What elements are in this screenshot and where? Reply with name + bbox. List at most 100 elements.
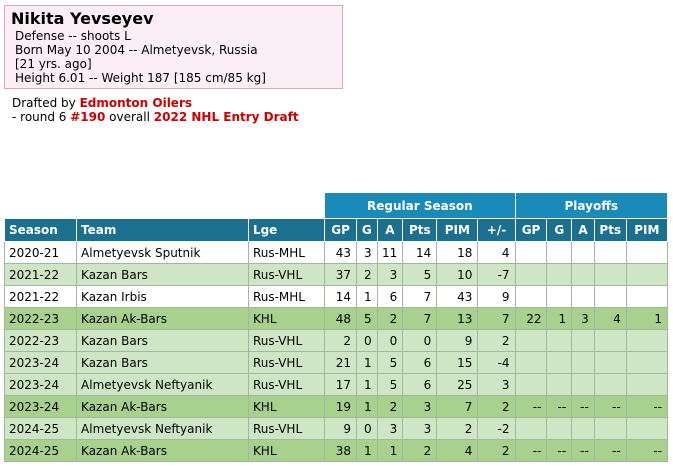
cell-league[interactable]: KHL bbox=[247, 307, 326, 330]
cell-g: 1 bbox=[356, 285, 378, 308]
col-playoff-pts: Pts bbox=[593, 218, 627, 242]
group-header-row: Regular Season Playoffs bbox=[4, 192, 669, 219]
cell-playoff-a: -- bbox=[571, 439, 595, 462]
col-season: Season bbox=[3, 218, 78, 242]
cell-team[interactable]: Almetyevsk Neftyanik bbox=[76, 373, 249, 396]
cell-team[interactable]: Kazan Ak-Bars bbox=[76, 439, 249, 462]
cell-g: 3 bbox=[356, 241, 378, 264]
cell-a: 11 bbox=[376, 241, 404, 264]
cell-team[interactable]: Kazan Irbis bbox=[76, 285, 249, 308]
cell-team[interactable]: Kazan Bars bbox=[76, 351, 249, 374]
cell-team[interactable]: Almetyevsk Neftyanik bbox=[76, 417, 249, 440]
cell-plus-minus: 2 bbox=[477, 329, 516, 352]
cell-league[interactable]: Rus-VHL bbox=[247, 263, 326, 286]
draft-team-line: Drafted by Edmonton Oilers bbox=[12, 96, 299, 110]
cell-playoff-pim bbox=[625, 241, 669, 264]
cell-team[interactable]: Almetyevsk Sputnik bbox=[76, 241, 249, 264]
cell-season: 2024-25 bbox=[3, 439, 78, 462]
cell-league[interactable]: Rus-VHL bbox=[247, 417, 326, 440]
cell-league[interactable]: Rus-MHL bbox=[247, 285, 326, 308]
table-row: 2023-24 Almetyevsk Neftyanik Rus-VHL 17 1 5 6 2… bbox=[3, 373, 669, 396]
cell-g: 0 bbox=[356, 329, 378, 352]
cell-playoff-gp bbox=[514, 373, 548, 396]
cell-league[interactable]: Rus-VHL bbox=[247, 329, 326, 352]
cell-season: 2022-23 bbox=[3, 307, 78, 330]
cell-playoff-gp: -- bbox=[514, 395, 548, 418]
col-league: Lge bbox=[247, 218, 326, 242]
cell-pim: 2 bbox=[436, 417, 479, 440]
group-header-spacer bbox=[4, 192, 325, 219]
stats-body: 2020-21 Almetyevsk Sputnik Rus-MHL 43 3 11 14 1… bbox=[3, 241, 669, 462]
cell-a: 2 bbox=[376, 307, 404, 330]
cell-a: 2 bbox=[376, 395, 404, 418]
cell-playoff-gp: 22 bbox=[514, 307, 548, 330]
cell-league[interactable]: Rus-MHL bbox=[247, 241, 326, 264]
draft-name-link[interactable]: 2022 NHL Entry Draft bbox=[153, 110, 299, 124]
cell-a: 5 bbox=[376, 351, 404, 374]
cell-g: 1 bbox=[356, 373, 378, 396]
cell-league[interactable]: Rus-VHL bbox=[247, 351, 326, 374]
cell-plus-minus: 2 bbox=[477, 439, 516, 462]
cell-a: 5 bbox=[376, 373, 404, 396]
table-row: 2023-24 Kazan Ak-Bars KHL 19 1 2 3 7 2 -- -- -- -- -- bbox=[3, 395, 669, 418]
cell-plus-minus: -7 bbox=[477, 263, 516, 286]
cell-playoff-g: -- bbox=[546, 439, 573, 462]
cell-playoff-a bbox=[571, 417, 595, 440]
draft-team-link[interactable]: Edmonton Oilers bbox=[79, 96, 192, 110]
cell-pts: 7 bbox=[402, 285, 438, 308]
cell-playoff-a: -- bbox=[571, 395, 595, 418]
cell-team[interactable]: Kazan Ak-Bars bbox=[76, 395, 249, 418]
cell-playoff-g bbox=[546, 417, 573, 440]
size-line: Height 6.01 -- Weight 187 [185 cm/85 kg] bbox=[15, 71, 266, 85]
cell-playoff-pts: 4 bbox=[593, 307, 627, 330]
cell-playoff-pim bbox=[625, 263, 669, 286]
cell-gp: 2 bbox=[324, 329, 358, 352]
cell-pim: 10 bbox=[436, 263, 479, 286]
cell-pts: 6 bbox=[402, 351, 438, 374]
cell-league[interactable]: KHL bbox=[247, 439, 326, 462]
cell-season: 2024-25 bbox=[3, 417, 78, 440]
cell-playoff-g bbox=[546, 373, 573, 396]
col-pts: Pts bbox=[402, 218, 438, 242]
cell-playoff-pim: -- bbox=[625, 439, 669, 462]
cell-pim: 15 bbox=[436, 351, 479, 374]
cell-plus-minus: 4 bbox=[477, 241, 516, 264]
col-g: G bbox=[356, 218, 378, 242]
stats-table: Regular Season Playoffs Season Team Lge … bbox=[3, 192, 669, 462]
cell-pim: 18 bbox=[436, 241, 479, 264]
cell-pim: 7 bbox=[436, 395, 479, 418]
cell-pim: 13 bbox=[436, 307, 479, 330]
col-playoff-g: G bbox=[546, 218, 573, 242]
cell-playoff-g: 1 bbox=[546, 307, 573, 330]
cell-playoff-a bbox=[571, 329, 595, 352]
cell-team[interactable]: Kazan Bars bbox=[76, 263, 249, 286]
cell-g: 1 bbox=[356, 439, 378, 462]
cell-league[interactable]: Rus-VHL bbox=[247, 373, 326, 396]
table-row: 2024-25 Almetyevsk Neftyanik Rus-VHL 9 0 3 3 2-… bbox=[3, 417, 669, 440]
cell-season: 2022-23 bbox=[3, 329, 78, 352]
cell-a: 3 bbox=[376, 263, 404, 286]
cell-g: 1 bbox=[356, 395, 378, 418]
cell-league[interactable]: KHL bbox=[247, 395, 326, 418]
cell-playoff-g bbox=[546, 241, 573, 264]
cell-playoff-a bbox=[571, 263, 595, 286]
cell-playoff-gp bbox=[514, 417, 548, 440]
cell-playoff-pts: -- bbox=[593, 395, 627, 418]
draft-overall: overall bbox=[105, 110, 154, 124]
cell-playoff-pim bbox=[625, 329, 669, 352]
cell-playoff-gp bbox=[514, 329, 548, 352]
cell-gp: 17 bbox=[324, 373, 358, 396]
cell-playoff-pts bbox=[593, 417, 627, 440]
cell-playoff-a bbox=[571, 351, 595, 374]
cell-season: 2021-22 bbox=[3, 263, 78, 286]
cell-pim: 43 bbox=[436, 285, 479, 308]
cell-team[interactable]: Kazan Bars bbox=[76, 329, 249, 352]
col-pim: PIM bbox=[436, 218, 479, 242]
age-line: [21 yrs. ago] bbox=[15, 57, 92, 71]
cell-pts: 3 bbox=[402, 417, 438, 440]
column-header-row: Season Team Lge GP G A Pts PIM +/- GP G … bbox=[3, 218, 669, 242]
cell-playoff-pts bbox=[593, 285, 627, 308]
cell-playoff-gp bbox=[514, 285, 548, 308]
col-gp: GP bbox=[324, 218, 358, 242]
cell-team[interactable]: Kazan Ak-Bars bbox=[76, 307, 249, 330]
